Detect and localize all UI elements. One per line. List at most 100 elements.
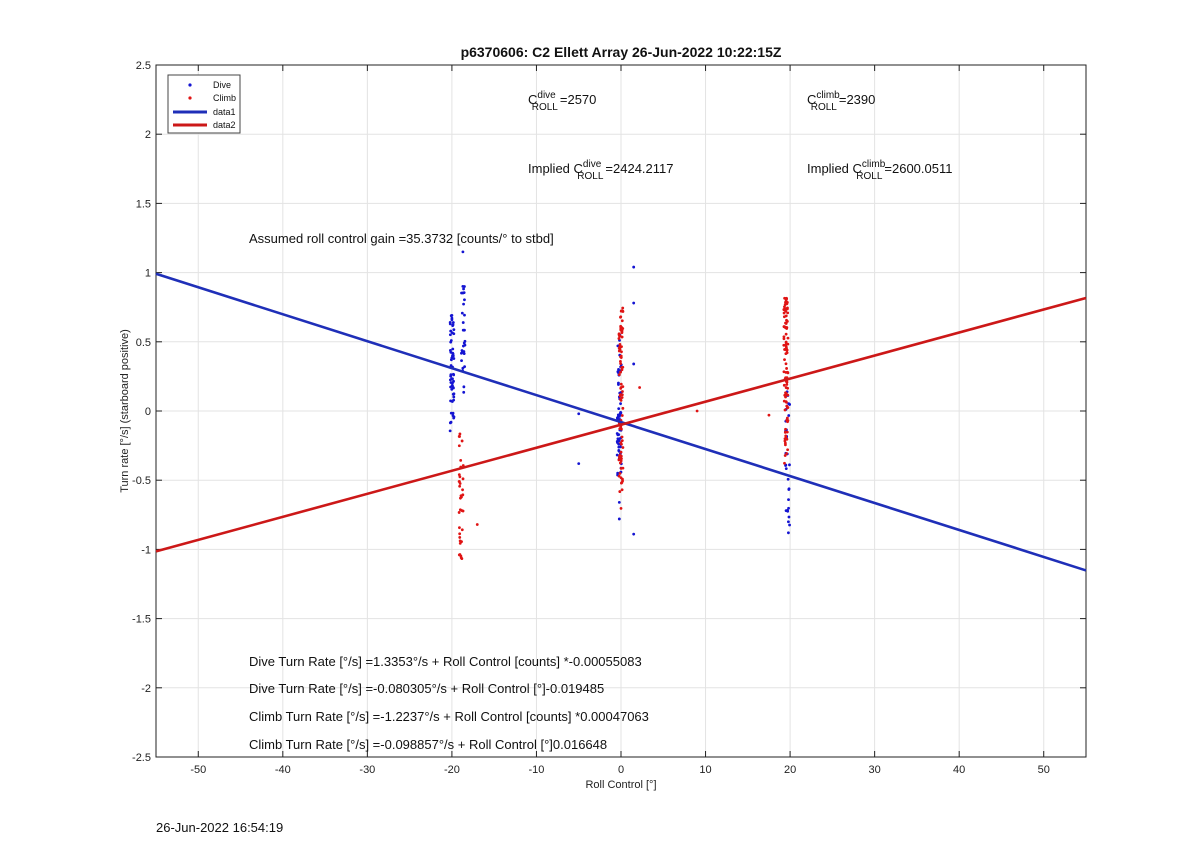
dive-point (463, 313, 466, 317)
axis-ticks: -50 -40 -30 -20 -10 0 10 20 30 40 50-2.5-2-1.5-1-0… (132, 60, 1086, 776)
dive-point (461, 321, 465, 324)
dive-point (787, 402, 791, 406)
climb-point (457, 473, 461, 476)
dive-point (452, 395, 456, 399)
dive-point (787, 515, 791, 519)
climb-point (783, 454, 787, 457)
dive-point (461, 344, 465, 348)
climb-point (786, 448, 790, 452)
equation-climb-counts: Climb Turn Rate [°/s] =-1.2237°/s + Roll… (249, 709, 649, 724)
fit-line-data1 (155, 272, 1087, 572)
climb-point (457, 444, 461, 448)
climb-point (620, 396, 624, 399)
climb-point (458, 541, 462, 545)
y-axis-label: Turn rate [°/s] (starboard positive) (119, 329, 131, 493)
dive-point (463, 285, 466, 288)
dive-point (449, 340, 453, 344)
dive-point (463, 339, 467, 343)
climb-point (619, 506, 623, 510)
dive-point (462, 302, 465, 306)
legend-label-data1: data1 (213, 107, 236, 117)
equation-dive-counts: Dive Turn Rate [°/s] =1.3353°/s + Roll C… (249, 654, 642, 669)
climb-point (458, 532, 462, 536)
dive-point (787, 506, 790, 510)
x-tick-label: 10 (699, 764, 711, 776)
dive-point (449, 399, 452, 403)
climb-point (619, 459, 623, 463)
y-tick-label: -0.5 (132, 475, 151, 487)
climb-point (458, 482, 462, 485)
y-tick-label: 1 (145, 268, 151, 280)
climb-point (783, 439, 787, 443)
chart-title: p6370606: C2 Ellett Array 26-Jun-2022 10… (461, 44, 782, 60)
dive-point (617, 383, 620, 386)
climb-point (621, 479, 624, 483)
climb-point (782, 311, 786, 315)
climb-point (619, 360, 622, 363)
dive-point (784, 509, 788, 513)
dive-point (787, 414, 791, 417)
dive-point (617, 517, 621, 521)
climb-point (782, 383, 786, 387)
climb-point (619, 398, 623, 402)
climb-point (457, 435, 461, 438)
climb-point (620, 309, 623, 313)
climb-point (784, 362, 788, 366)
fit-line-data2 (155, 296, 1087, 553)
climb-point (619, 382, 623, 386)
climb-point (783, 437, 787, 441)
climb-point (784, 434, 788, 438)
dive-point (452, 332, 456, 336)
climb-point (459, 496, 462, 500)
y-tick-label: 0.5 (136, 337, 151, 349)
dive-point (632, 301, 636, 305)
x-tick-label: 40 (953, 764, 965, 776)
climb-point (786, 370, 789, 374)
climb-point (618, 461, 622, 465)
climb-point (618, 472, 622, 475)
climb-point (458, 536, 462, 539)
x-tick-label: 30 (869, 764, 881, 776)
dive-point (449, 364, 453, 367)
y-tick-label: 2 (145, 129, 151, 141)
footer-timestamp: 26-Jun-2022 16:54:19 (156, 820, 284, 835)
x-tick-label: -10 (529, 764, 545, 776)
climb-point (619, 362, 623, 366)
climb-point (782, 343, 786, 347)
legend-label-climb: Climb (213, 93, 236, 103)
dive-point (460, 359, 463, 363)
x-tick-label: 50 (1038, 764, 1050, 776)
climb-point (461, 477, 465, 481)
climb-point (784, 341, 788, 345)
y-tick-label: 2.5 (136, 60, 151, 72)
climb-point (619, 476, 623, 480)
climb-point (458, 484, 462, 488)
dive-point (615, 453, 619, 457)
dive-point (451, 347, 455, 351)
climb-point (619, 324, 623, 328)
climb-point (782, 325, 786, 329)
dive-point (449, 381, 453, 384)
climb-point (621, 365, 625, 369)
dive-point (784, 464, 787, 467)
annotation-implied-dive: Implied Cdive ROLL=2424.2117 (528, 159, 674, 182)
dive-point (632, 532, 636, 536)
climb-point (786, 416, 789, 420)
dive-point (452, 415, 456, 419)
climb-point (783, 307, 787, 311)
x-tick-label: -30 (359, 764, 375, 776)
x-tick-label: 20 (784, 764, 796, 776)
climb-point (784, 309, 788, 313)
dive-point (617, 439, 621, 442)
climb-point (784, 352, 788, 356)
climb-point (784, 427, 787, 431)
climb-point (784, 332, 788, 336)
climb-point (783, 441, 787, 445)
climb-point (620, 335, 624, 339)
climb-point (783, 358, 786, 362)
climb-point (785, 367, 788, 370)
climb-point (782, 337, 786, 341)
climb-point (785, 301, 789, 304)
climb-point (458, 526, 461, 530)
climb-point (783, 430, 787, 434)
